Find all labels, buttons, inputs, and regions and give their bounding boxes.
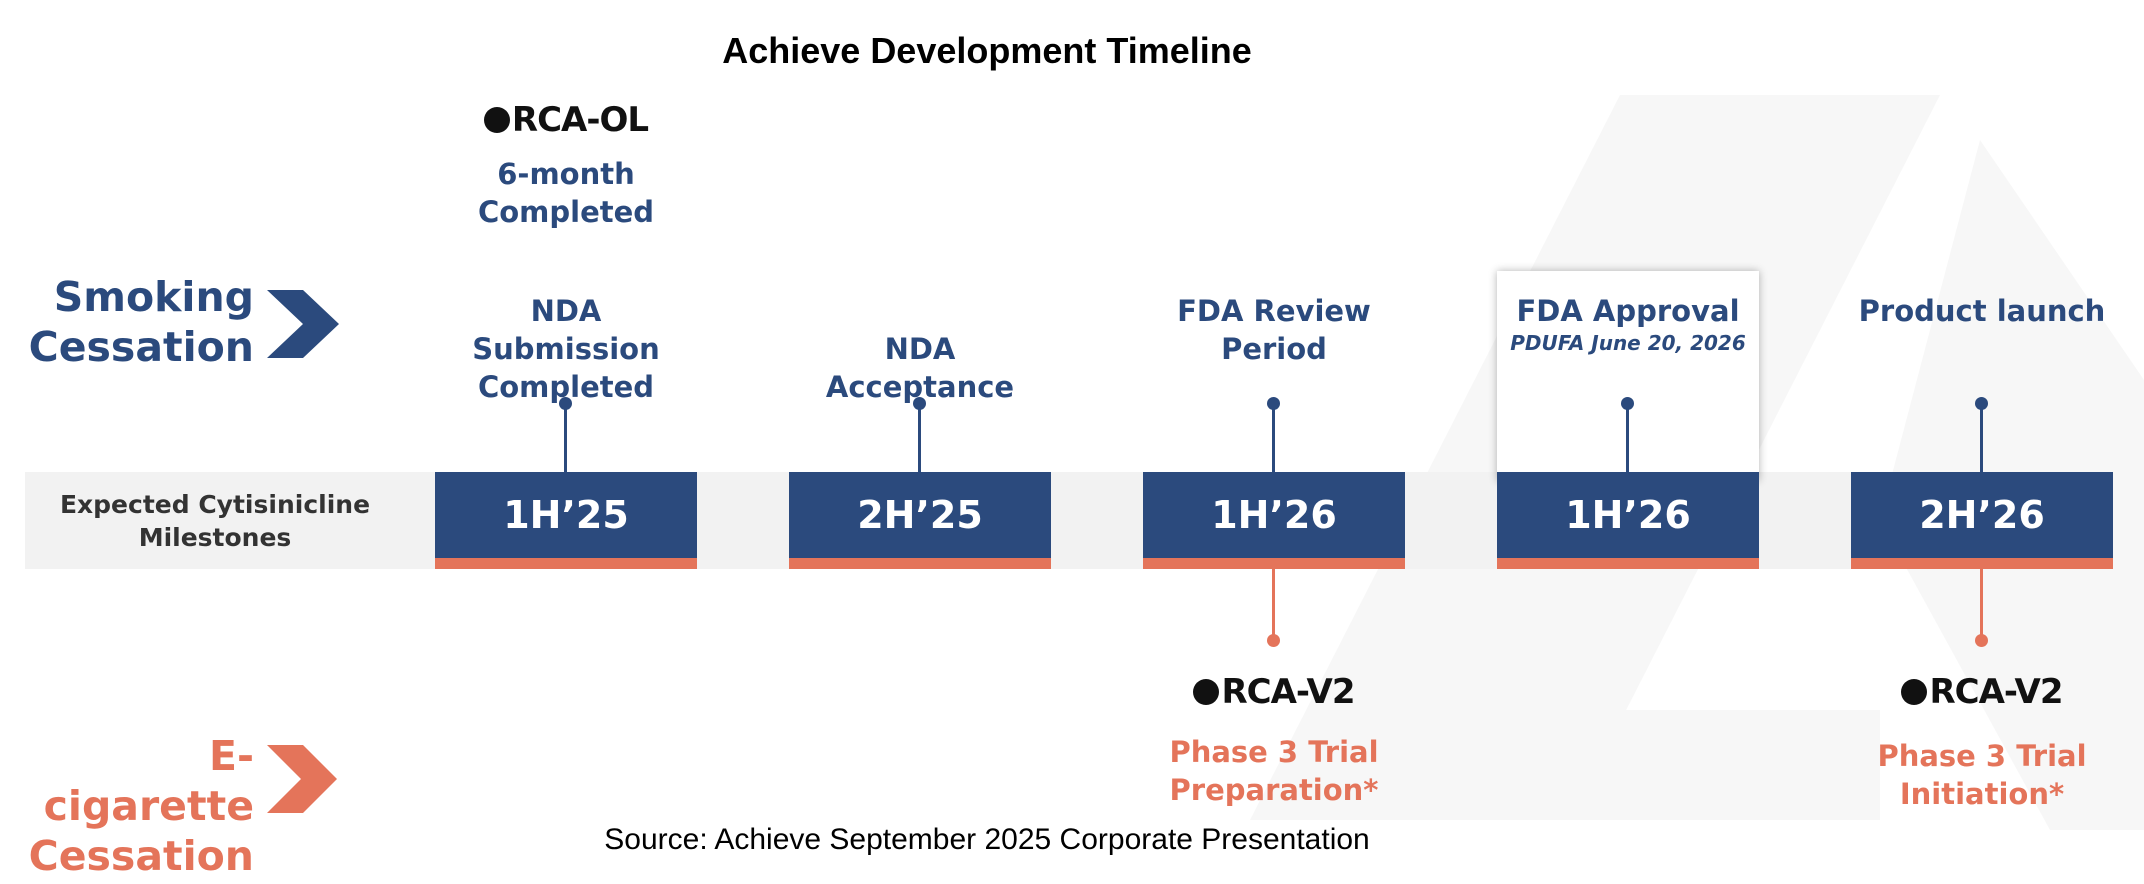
ecig-stem (1272, 569, 1275, 641)
label-line: Product launch (1858, 294, 2106, 328)
milestone-stem (564, 403, 567, 473)
label-line: Initiation* (1899, 777, 2065, 811)
milestone-stem (1980, 403, 1983, 473)
logo-text: RCA-V2 (1929, 672, 2063, 712)
label-line: FDA Review (1177, 294, 1371, 328)
label-line: Phase 3 Trial (1169, 735, 1379, 769)
milestone-label: NDA Acceptance (770, 330, 1070, 406)
logo-text: RCA-OL (511, 100, 649, 140)
ecig-cessation-label: E-cigarette Cessation (28, 732, 254, 880)
period-box: 1H’26 (1497, 472, 1759, 569)
ecig-milestone-label: Phase 3 Trial Initiation* (1832, 737, 2132, 813)
milestone-label: NDA Submission Completed (416, 292, 716, 406)
top-note: 6-month Completed (416, 155, 716, 231)
timeline-band (25, 472, 2113, 569)
orca-v2-logo: RCA-V2 (1124, 672, 1424, 712)
label-line: Period (1221, 332, 1327, 366)
label-line: NDA (530, 294, 602, 328)
band-label: Expected Cytisinicline Milestones (59, 490, 371, 552)
label-line: NDA (884, 332, 956, 366)
chevron-right-icon (267, 745, 337, 813)
note-line: 6-month (497, 157, 635, 191)
period-box: 2H’26 (1851, 472, 2113, 569)
orca-ol-logo: RCA-OL (416, 100, 716, 140)
pdufa-date: PDUFA June 20, 2026 (1510, 331, 1746, 355)
ecig-dot (1975, 634, 1988, 647)
period-box: 1H’25 (435, 472, 697, 569)
ecig-milestone-label: Phase 3 Trial Preparation* (1124, 733, 1424, 809)
label-line: FDA Approval (1516, 294, 1740, 328)
ecig-stem (1980, 569, 1983, 641)
smoking-cessation-label: Smoking Cessation (28, 273, 254, 371)
orca-v2-logo: RCA-V2 (1832, 672, 2132, 712)
orca-logo-icon (1901, 679, 1928, 705)
chevron-right-icon (267, 290, 339, 358)
milestone-label: FDA Review Period (1124, 292, 1424, 368)
label-line: Preparation* (1169, 773, 1379, 807)
milestone-stem (1272, 403, 1275, 473)
label-line: Phase 3 Trial (1877, 739, 2087, 773)
source-note: Source: Achieve September 2025 Corporate… (604, 823, 1370, 856)
orca-logo-icon (1193, 679, 1220, 705)
milestone-stem (1626, 403, 1629, 473)
note-line: Completed (477, 195, 655, 229)
orca-logo-icon (483, 107, 510, 133)
ecig-dot (1267, 634, 1280, 647)
period-box: 1H’26 (1143, 472, 1405, 569)
logo-text: RCA-V2 (1221, 672, 1355, 712)
period-box: 2H’25 (789, 472, 1051, 569)
milestone-label: FDA Approval PDUFA June 20, 2026 (1478, 292, 1778, 356)
page-title: Achieve Development Timeline (722, 30, 1252, 71)
milestone-label: Product launch (1832, 292, 2132, 330)
label-line: Submission (472, 332, 660, 366)
milestone-stem (918, 403, 921, 473)
